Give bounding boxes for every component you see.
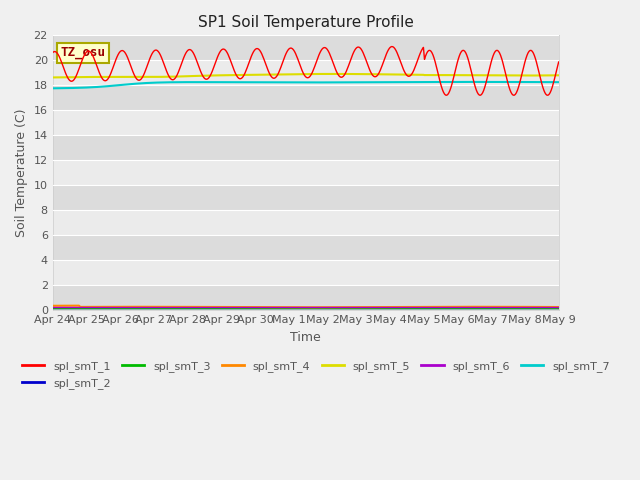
Bar <box>52 285 559 310</box>
Bar <box>52 260 559 285</box>
Text: TZ_osu: TZ_osu <box>60 47 105 60</box>
Bar <box>52 185 559 210</box>
Y-axis label: Soil Temperature (C): Soil Temperature (C) <box>15 108 28 237</box>
X-axis label: Time: Time <box>291 331 321 344</box>
Bar <box>52 60 559 85</box>
Bar <box>52 210 559 235</box>
Bar <box>52 85 559 110</box>
Bar <box>52 135 559 160</box>
Bar <box>52 235 559 260</box>
Legend: spl_smT_1, spl_smT_2, spl_smT_3, spl_smT_4, spl_smT_5, spl_smT_6, spl_smT_7: spl_smT_1, spl_smT_2, spl_smT_3, spl_smT… <box>18 357 614 393</box>
Title: SP1 Soil Temperature Profile: SP1 Soil Temperature Profile <box>198 15 413 30</box>
Bar <box>52 160 559 185</box>
Bar <box>52 110 559 135</box>
Bar <box>52 36 559 60</box>
